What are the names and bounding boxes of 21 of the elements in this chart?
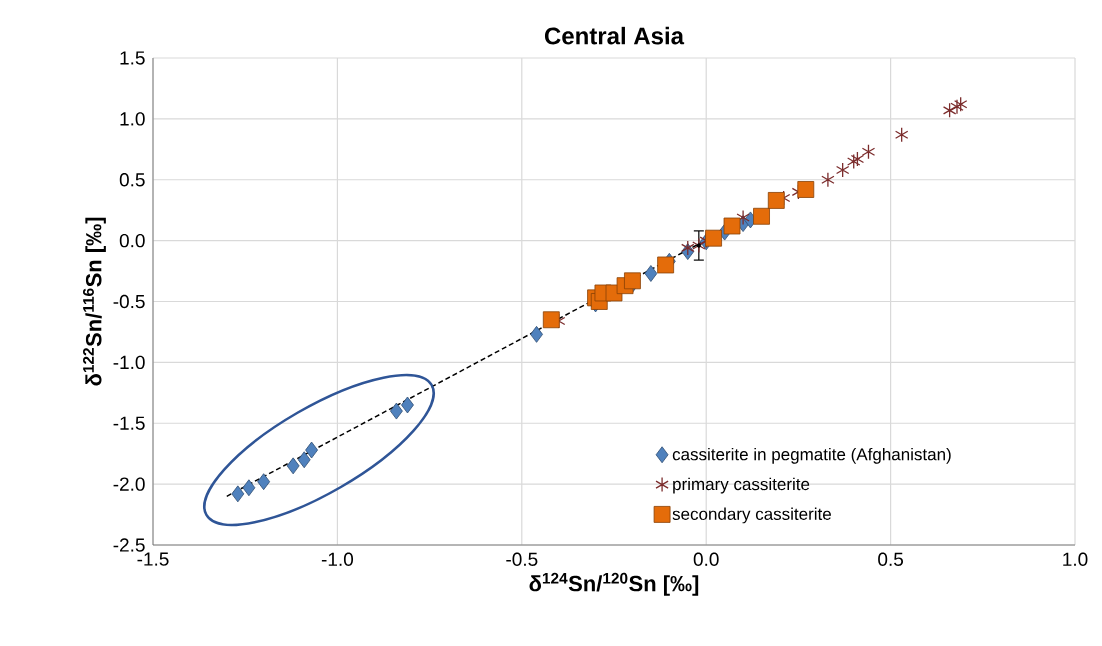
x-tick-label: -1.0	[321, 552, 354, 566]
x-tick-label: -1.5	[137, 552, 169, 566]
x-tick-label: 0.5	[878, 552, 904, 566]
x-tick-label: 0.0	[693, 552, 719, 566]
y-tick-label: 0.0	[119, 233, 145, 248]
x-axis-title: δ$^{124}$Sn/$^{120}$Sn [‰]	[529, 572, 699, 596]
legend-label: cassiterite in pegmatite (Afghanistan)	[672, 447, 951, 464]
y-tick-label: 0.5	[119, 173, 145, 187]
y-tick-label: 1.5	[120, 51, 145, 65]
y-tick-label: -2.5	[113, 538, 145, 552]
y-tick-label: -0.5	[113, 294, 145, 309]
y-tick-label: -1.5	[113, 416, 145, 430]
x-tick-label: 1.0	[1063, 552, 1088, 566]
y-tick-label: -1.0	[113, 355, 145, 370]
y-axis-title: δ$^{122}$Sn/$^{116}$Sn [‰]	[83, 217, 106, 386]
chart-title: Central Asia	[544, 26, 685, 45]
y-tick-label: 1.0	[120, 112, 145, 126]
legend-label: primary cassiterite	[673, 477, 810, 494]
y-tick-label: -2.0	[113, 477, 145, 491]
x-tick-label: -0.5	[506, 552, 538, 566]
legend-label: secondary cassiterite	[672, 507, 831, 524]
